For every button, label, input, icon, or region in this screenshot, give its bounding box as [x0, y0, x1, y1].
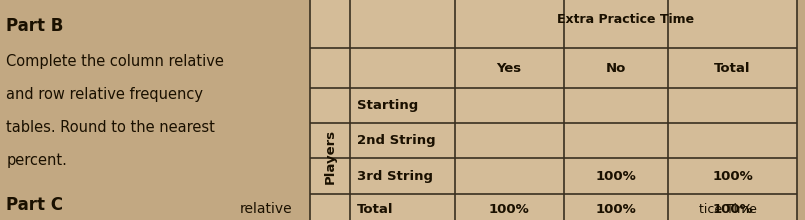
Text: Yes: Yes: [497, 62, 522, 75]
Text: Part B: Part B: [6, 17, 64, 35]
Text: 100%: 100%: [596, 169, 636, 183]
Text: Players: Players: [324, 129, 336, 184]
Text: and row relative frequency: and row relative frequency: [6, 87, 204, 102]
Text: Extra Practice Time: Extra Practice Time: [557, 13, 695, 26]
Text: 100%: 100%: [489, 202, 530, 216]
Text: Total: Total: [357, 202, 393, 216]
Text: Part C: Part C: [6, 196, 64, 214]
Bar: [310, 0, 797, 220]
Text: Total: Total: [714, 62, 751, 75]
Text: tice Time: tice Time: [699, 202, 757, 216]
Text: Complete the column relative: Complete the column relative: [6, 54, 225, 69]
Text: 100%: 100%: [596, 202, 636, 216]
Text: 100%: 100%: [712, 169, 753, 183]
Text: relative: relative: [239, 202, 292, 216]
Text: 100%: 100%: [712, 202, 753, 216]
Text: 3rd String: 3rd String: [357, 169, 432, 183]
Text: 2nd String: 2nd String: [357, 134, 436, 147]
Text: No: No: [605, 62, 626, 75]
Text: tables. Round to the nearest: tables. Round to the nearest: [6, 120, 215, 135]
Text: percent.: percent.: [6, 153, 68, 168]
Text: Starting: Starting: [357, 99, 418, 112]
